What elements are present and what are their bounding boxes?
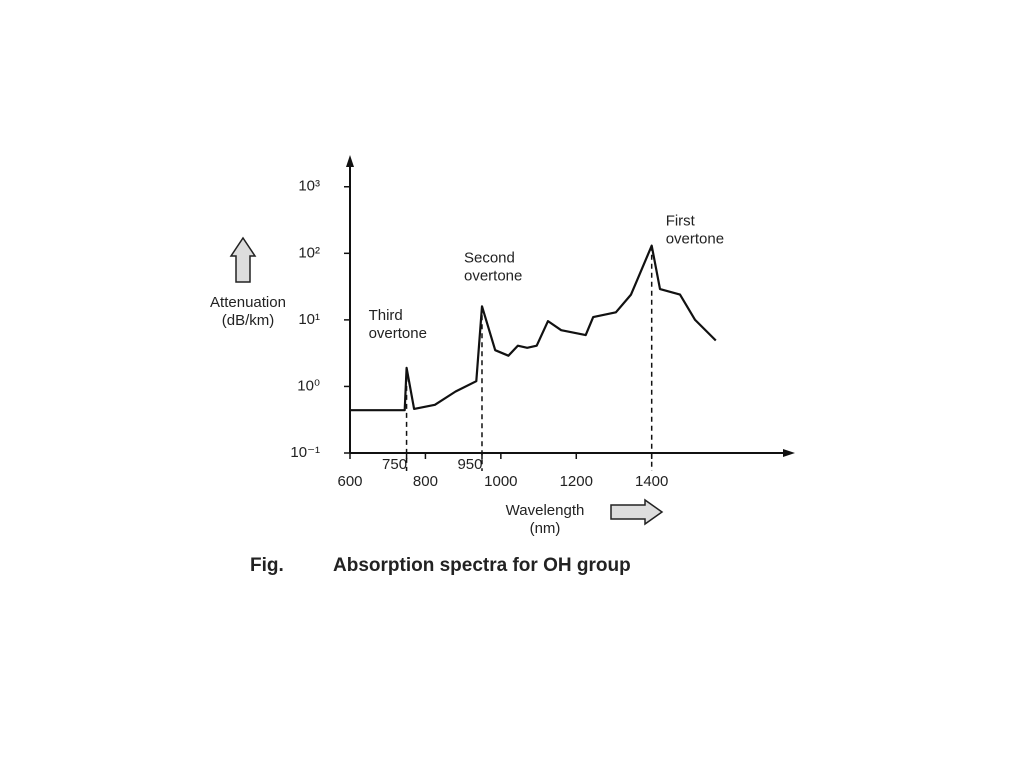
x-tick-label: 600: [337, 473, 362, 490]
x-tick-label: 950: [457, 456, 482, 473]
annotation: overtone: [369, 325, 427, 342]
y-axis-arrow: [346, 155, 354, 167]
annotation: Third: [369, 307, 403, 324]
y-tick-label: 10⁰: [297, 377, 320, 394]
x-tick-label: 1200: [560, 473, 593, 490]
x-axis-arrow: [783, 449, 795, 457]
y-tick-label: 10²: [298, 244, 320, 261]
arrow-right: [610, 498, 664, 526]
line: [350, 244, 717, 412]
annotation: Second: [464, 249, 515, 266]
x-axis-label: (nm): [530, 520, 561, 537]
x-tick-label: 800: [413, 473, 438, 490]
annotation: First: [666, 213, 696, 230]
caption: Absorption spectra for OH group: [333, 555, 631, 576]
x-tick-label: 750: [382, 456, 407, 473]
y-tick-label: 10¹: [298, 311, 320, 328]
y-tick-label: 10⁻¹: [290, 444, 320, 461]
y-axis-label: Attenuation: [210, 294, 286, 311]
x-tick-label: 1400: [635, 473, 668, 490]
x-axis-label: Wavelength: [506, 502, 585, 519]
caption-label: Fig.: [250, 555, 284, 576]
y-axis-label: (dB/km): [222, 312, 275, 329]
annotation: overtone: [464, 267, 522, 284]
x-tick-label: 1000: [484, 473, 517, 490]
y-tick-label: 10³: [298, 178, 320, 195]
arrow-up: [229, 236, 257, 283]
annotation: overtone: [666, 231, 724, 248]
